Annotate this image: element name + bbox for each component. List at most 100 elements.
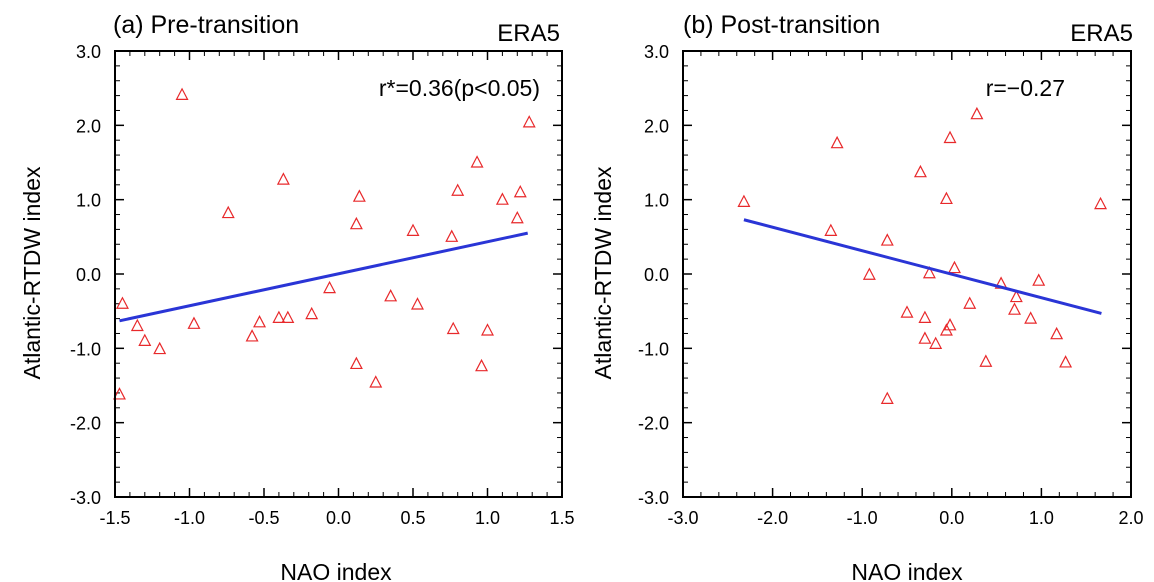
x-tick-label: -1.5: [99, 508, 130, 528]
scatter-point: [451, 183, 465, 196]
panel-b: (b) Post-transition ERA5 r=−0.27 NAO ind…: [590, 11, 1144, 582]
y-tick-label: 1.0: [644, 191, 669, 211]
scatter-point: [481, 323, 494, 336]
scatter-point: [1008, 302, 1022, 315]
scatter-point: [510, 210, 524, 224]
scatter-point: [138, 333, 152, 346]
scatter-point: [253, 315, 267, 328]
scatter-point: [446, 321, 460, 335]
scatter-point: [979, 354, 993, 367]
y-tick-label: 3.0: [76, 42, 101, 62]
scatter-point: [281, 310, 295, 323]
scatter-point: [943, 317, 957, 331]
panel-title: (a) Pre-transition: [113, 11, 299, 39]
y-tick-label: -1.0: [70, 339, 101, 359]
data-marks: [112, 87, 536, 400]
scatter-point: [475, 358, 489, 372]
y-tick-label: 2.0: [644, 116, 669, 136]
scatter-point: [513, 184, 527, 198]
scatter-point: [900, 305, 914, 318]
dataset-label: ERA5: [497, 20, 560, 47]
x-axis-label: NAO index: [280, 559, 392, 582]
scatter-point: [276, 172, 290, 185]
scatter-point: [913, 164, 927, 178]
scatter-point: [384, 289, 398, 302]
scatter-point: [187, 316, 201, 329]
scatter-point: [495, 192, 509, 205]
scatter-point: [922, 265, 936, 279]
scatter-point: [323, 280, 337, 294]
correlation-annotation: r=−0.27: [986, 75, 1065, 101]
scatter-point: [939, 191, 953, 205]
scatter-point: [880, 391, 894, 404]
plot-frame: [114, 50, 563, 498]
x-tick-label: 0.5: [400, 508, 425, 528]
dataset-label: ERA5: [1070, 20, 1133, 47]
scatter-point: [880, 233, 894, 246]
x-tick-label: 2.0: [1118, 508, 1143, 528]
scatter-point: [970, 106, 984, 120]
y-tick-label: -2.0: [638, 414, 669, 434]
plot-frame: [682, 50, 1132, 498]
y-tick-label: 0.0: [644, 265, 669, 285]
scatter-point: [352, 189, 366, 202]
scatter-point: [737, 194, 751, 207]
x-axis-label: NAO index: [851, 559, 963, 582]
x-tick-label: 1.0: [1029, 508, 1054, 528]
x-tick-label: 1.0: [475, 508, 500, 528]
scatter-point: [445, 229, 459, 242]
scatter-point: [824, 223, 838, 236]
y-tick-label: -3.0: [70, 488, 101, 508]
scatter-point: [1094, 196, 1108, 210]
x-tick-label: 0.0: [326, 508, 351, 528]
tick-labels: -3.0 -2.0 -1.0 0.0 1.0 2.0 -3.0 -2.0 -1.0 0.0 1.0 2…: [638, 42, 1144, 528]
scatter-point: [1059, 355, 1073, 368]
scatter-point: [115, 296, 129, 309]
scatter-point: [349, 216, 363, 230]
scatter-point: [305, 306, 319, 320]
scatter-point: [221, 205, 235, 219]
data-marks: [737, 106, 1108, 404]
scatter-point: [369, 375, 383, 388]
scatter-point: [918, 331, 932, 344]
x-tick-label: -0.5: [248, 508, 279, 528]
y-tick-label: 1.0: [76, 191, 101, 211]
scatter-point: [130, 318, 144, 332]
y-tick-label: -3.0: [638, 488, 669, 508]
scatter-point: [918, 310, 932, 323]
scatter-point: [175, 87, 189, 100]
scatter-point: [929, 336, 943, 349]
x-tick-label: -3.0: [667, 508, 698, 528]
y-axis-label: Atlantic-RTDW index: [19, 166, 45, 380]
correlation-annotation: r*=0.36(p<0.05): [379, 75, 540, 101]
scatter-point: [1050, 326, 1064, 340]
scatter-point: [272, 310, 286, 323]
scatter-point: [406, 223, 420, 236]
scatter-point: [1009, 289, 1023, 303]
y-tick-label: -2.0: [70, 414, 101, 434]
y-tick-label: -1.0: [638, 339, 669, 359]
x-tick-label: -1.0: [847, 508, 878, 528]
scatter-point: [943, 130, 957, 144]
regression-line: [743, 218, 1102, 315]
tick-labels: -1.5 -1.0 -0.5 0.0 0.5 1.0 1.5 -3.0 -2.0 -1.0 0.0 1…: [70, 42, 575, 528]
scatter-point: [522, 115, 536, 128]
panel-a: (a) Pre-transition ERA5 r*=0.36(p<0.05) …: [19, 11, 575, 582]
scatter-point: [410, 297, 424, 310]
x-tick-label: -2.0: [757, 508, 788, 528]
x-tick-label: 0.0: [939, 508, 964, 528]
scatter-point: [830, 135, 844, 149]
scatter-point: [112, 387, 126, 400]
scatter-point: [153, 341, 167, 355]
y-tick-label: 3.0: [644, 42, 669, 62]
scatter-point: [1032, 273, 1046, 286]
y-tick-label: 0.0: [76, 265, 101, 285]
x-tick-label: -1.0: [174, 508, 205, 528]
scatter-point: [862, 267, 876, 280]
scatter-point: [245, 329, 259, 342]
scatter-point: [963, 296, 977, 309]
scatter-point: [947, 260, 961, 274]
y-axis-label: Atlantic-RTDW index: [590, 166, 616, 380]
x-tick-label: 1.5: [549, 508, 574, 528]
